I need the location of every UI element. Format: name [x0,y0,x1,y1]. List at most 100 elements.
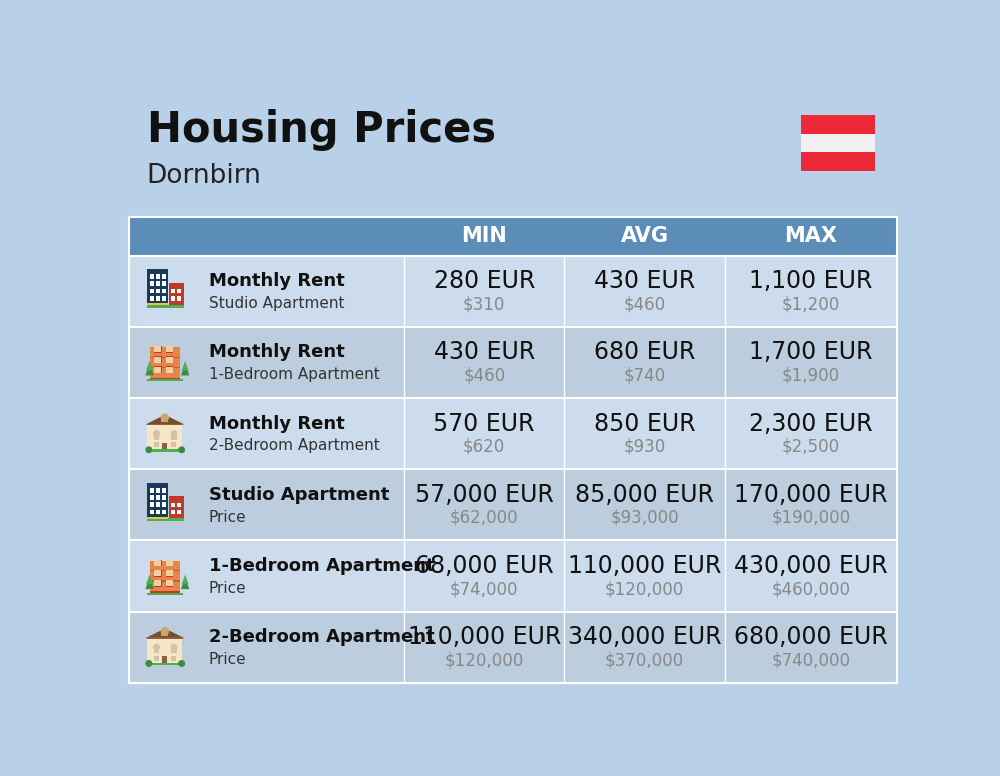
FancyBboxPatch shape [154,356,162,363]
FancyBboxPatch shape [171,442,176,447]
Polygon shape [146,574,153,584]
Text: AVG: AVG [621,227,669,246]
FancyBboxPatch shape [162,502,166,508]
Text: 85,000 EUR: 85,000 EUR [575,483,714,507]
FancyBboxPatch shape [166,356,173,363]
Circle shape [146,660,152,667]
FancyBboxPatch shape [801,152,875,171]
Text: 680,000 EUR: 680,000 EUR [734,625,888,650]
FancyBboxPatch shape [150,570,180,571]
Text: $1,200: $1,200 [782,296,840,314]
FancyBboxPatch shape [129,327,897,398]
FancyBboxPatch shape [162,488,166,493]
FancyBboxPatch shape [171,434,177,440]
FancyBboxPatch shape [150,495,154,500]
FancyBboxPatch shape [156,510,160,514]
Text: Dornbirn: Dornbirn [147,163,262,189]
Text: 430 EUR: 430 EUR [594,269,695,293]
FancyBboxPatch shape [166,366,173,373]
FancyBboxPatch shape [150,488,154,493]
FancyBboxPatch shape [150,591,180,594]
Text: MAX: MAX [784,227,837,246]
Circle shape [161,414,168,421]
FancyBboxPatch shape [162,495,166,500]
FancyBboxPatch shape [156,502,160,508]
FancyBboxPatch shape [150,510,154,514]
FancyBboxPatch shape [166,570,173,576]
Text: $620: $620 [463,438,505,456]
FancyBboxPatch shape [171,510,175,514]
FancyBboxPatch shape [150,282,154,286]
FancyBboxPatch shape [150,296,154,301]
Polygon shape [181,364,189,376]
FancyBboxPatch shape [162,442,167,449]
FancyBboxPatch shape [154,366,162,373]
FancyBboxPatch shape [147,483,168,518]
FancyBboxPatch shape [150,377,180,379]
FancyBboxPatch shape [154,442,159,447]
FancyBboxPatch shape [166,570,173,577]
Text: 110,000 EUR: 110,000 EUR [568,554,721,578]
FancyBboxPatch shape [162,282,166,286]
FancyBboxPatch shape [154,367,161,372]
FancyBboxPatch shape [150,561,180,591]
Text: Price: Price [209,581,246,596]
FancyBboxPatch shape [156,289,160,293]
Text: 570 EUR: 570 EUR [433,411,535,435]
FancyBboxPatch shape [147,638,182,663]
FancyBboxPatch shape [162,510,166,514]
Text: 2-Bedroom Apartment: 2-Bedroom Apartment [209,438,379,453]
Text: 280 EUR: 280 EUR [434,269,535,293]
Text: 1,100 EUR: 1,100 EUR [749,269,873,293]
FancyBboxPatch shape [150,357,180,358]
FancyBboxPatch shape [166,560,173,566]
FancyBboxPatch shape [162,274,166,279]
FancyBboxPatch shape [177,289,181,293]
FancyBboxPatch shape [177,510,181,514]
Polygon shape [145,364,154,376]
FancyBboxPatch shape [801,134,875,152]
FancyBboxPatch shape [154,559,162,566]
FancyBboxPatch shape [150,274,154,279]
FancyBboxPatch shape [166,580,173,587]
Text: Price: Price [209,510,246,525]
FancyBboxPatch shape [154,357,161,362]
Text: $370,000: $370,000 [605,651,684,670]
FancyBboxPatch shape [154,346,161,352]
FancyBboxPatch shape [171,647,177,653]
FancyBboxPatch shape [166,559,173,566]
FancyBboxPatch shape [177,503,181,508]
FancyBboxPatch shape [154,346,162,352]
FancyBboxPatch shape [154,580,161,587]
Circle shape [179,660,184,667]
FancyBboxPatch shape [147,593,183,594]
Text: $460: $460 [463,366,505,385]
Polygon shape [181,577,189,589]
FancyBboxPatch shape [147,637,183,639]
Text: Monthly Rent: Monthly Rent [209,344,344,362]
Text: $740: $740 [624,366,666,385]
FancyBboxPatch shape [147,379,183,381]
Text: Studio Apartment: Studio Apartment [209,296,344,311]
Circle shape [154,644,159,650]
Circle shape [146,447,152,452]
FancyBboxPatch shape [162,656,167,663]
FancyBboxPatch shape [171,296,175,301]
FancyBboxPatch shape [161,631,168,636]
Polygon shape [145,415,184,424]
FancyBboxPatch shape [147,424,182,449]
FancyBboxPatch shape [801,116,875,134]
Circle shape [171,431,177,436]
Text: $62,000: $62,000 [450,509,519,527]
FancyBboxPatch shape [154,560,161,566]
FancyBboxPatch shape [129,255,897,327]
Text: 430,000 EUR: 430,000 EUR [734,554,888,578]
Text: $310: $310 [463,296,505,314]
FancyBboxPatch shape [156,488,160,493]
Text: Price: Price [209,652,246,667]
Polygon shape [145,577,154,589]
Text: Monthly Rent: Monthly Rent [209,414,344,433]
FancyBboxPatch shape [166,357,173,362]
FancyBboxPatch shape [129,398,897,469]
FancyBboxPatch shape [169,282,184,305]
